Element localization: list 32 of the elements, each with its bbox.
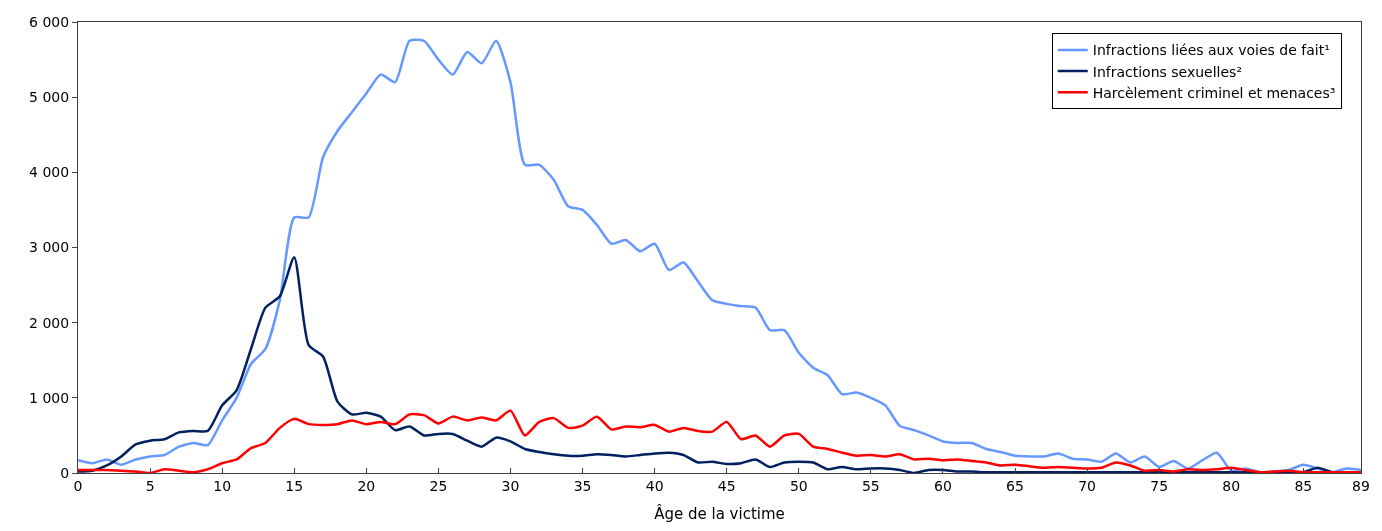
x-tick-label: 20 — [357, 477, 376, 494]
x-tick-label: 65 — [1006, 477, 1024, 494]
x-tick-label: 89 — [1352, 477, 1370, 494]
x-tick-label: 25 — [429, 477, 448, 494]
x-tick-label: 5 — [145, 477, 155, 494]
x-tick-label: 0 — [73, 477, 83, 494]
x-tick-label: 75 — [1150, 477, 1169, 494]
y-tick-label: 4 000 — [29, 164, 70, 181]
legend-label: Harcèlement criminel et menaces³ — [1092, 84, 1336, 101]
legend-label: Infractions sexuelles² — [1092, 63, 1243, 80]
y-tick-label: 1 000 — [29, 389, 70, 406]
x-tick-label: 60 — [934, 477, 952, 494]
x-axis-title: Âge de la victime — [654, 503, 785, 523]
x-tick-label: 50 — [789, 477, 808, 494]
y-tick-label: 0 — [60, 464, 70, 481]
x-tick-label: 35 — [573, 477, 592, 494]
x-tick-label: 15 — [285, 477, 304, 494]
line-series — [78, 409, 1361, 473]
x-tick-label: 30 — [501, 477, 520, 494]
line-series — [78, 39, 1361, 473]
x-tick-label: 10 — [213, 477, 232, 494]
y-tick-label: 3 000 — [29, 239, 70, 256]
x-tick-label: 40 — [645, 477, 664, 494]
y-tick-label: 6 000 — [29, 13, 70, 30]
y-tick-label: 5 000 — [29, 89, 70, 106]
legend-label: Infractions liées aux voies de fait¹ — [1092, 42, 1330, 59]
x-tick-label: 55 — [861, 477, 880, 494]
x-tick-label: 70 — [1078, 477, 1097, 494]
x-tick-label: 45 — [717, 477, 736, 494]
x-tick-label: 85 — [1294, 477, 1313, 494]
x-tick-label: 80 — [1222, 477, 1241, 494]
y-tick-label: 2 000 — [29, 314, 70, 331]
